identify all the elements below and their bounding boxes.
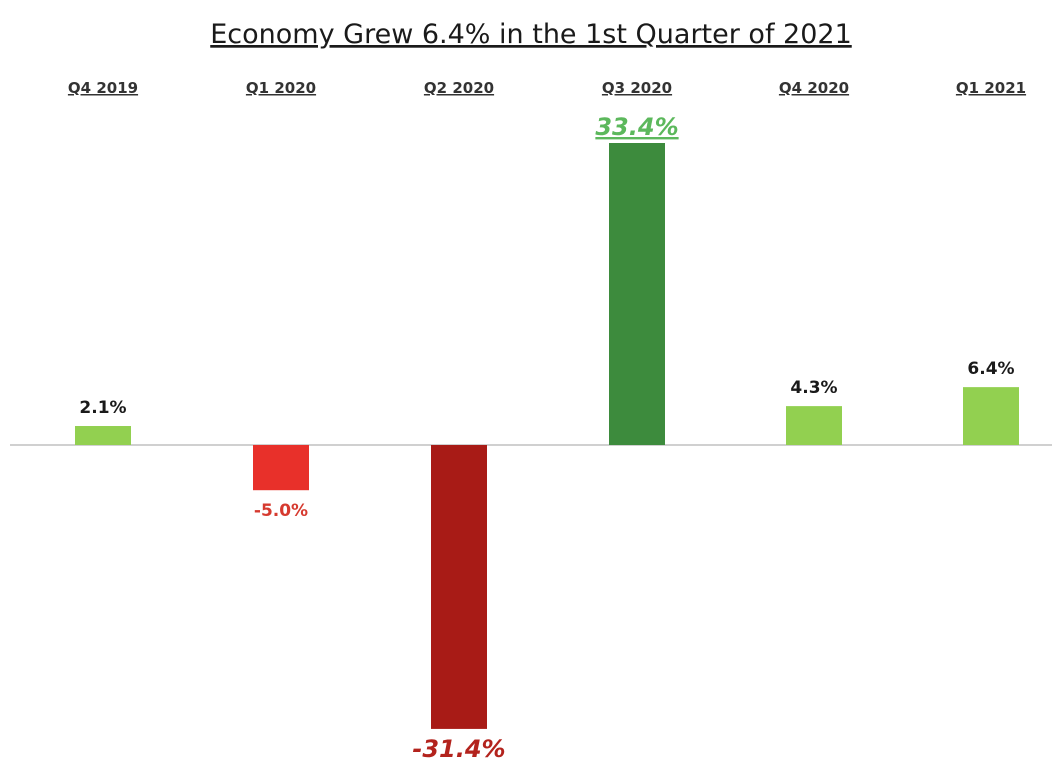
bar [75,426,131,445]
data-label: 4.3% [790,378,837,398]
bar [253,445,309,491]
bar [786,406,842,445]
category-label: Q2 2020 [424,79,494,97]
category-label: Q4 2019 [68,79,138,97]
chart-title: Economy Grew 6.4% in the 1st Quarter of … [210,19,852,50]
bar [609,143,665,445]
value-labels: 2.1% -5.0% -31.4% 33.4% 4.3% 6.4% [79,113,1014,763]
category-labels: Q4 2019 Q1 2020 Q2 2020 Q3 2020 Q4 2020 Q1 20… [68,79,1026,97]
category-label: Q1 2020 [246,79,316,97]
data-label: 6.4% [967,359,1014,379]
data-label: -31.4% [412,735,505,763]
bar [431,445,487,729]
category-label: Q1 2021 [956,79,1026,97]
data-label: -5.0% [254,501,308,521]
bar [963,387,1019,445]
data-label: 2.1% [79,398,126,418]
category-label: Q3 2020 [602,79,672,97]
data-label: 33.4% [595,113,678,141]
bars [75,143,1019,729]
category-label: Q4 2020 [779,79,849,97]
